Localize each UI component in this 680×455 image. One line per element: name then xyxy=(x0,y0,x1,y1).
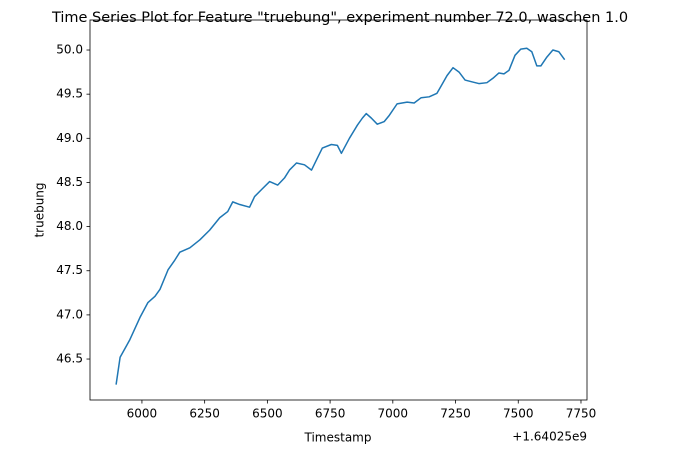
x-tick-label: 7500 xyxy=(503,407,534,421)
x-tick-label: 6000 xyxy=(127,407,158,421)
x-axis-label: Timestamp xyxy=(304,431,372,445)
x-tick-label: 7750 xyxy=(566,407,597,421)
y-axis-label: truebung xyxy=(33,182,47,237)
x-tick-label: 6250 xyxy=(189,407,220,421)
x-offset-label: +1.64025e9 xyxy=(512,430,587,444)
chart-title: Time Series Plot for Feature "truebung",… xyxy=(51,10,628,26)
y-tick-label: 47.5 xyxy=(56,263,83,277)
x-tick-label: 6750 xyxy=(315,407,346,421)
x-tick-label: 7000 xyxy=(378,407,409,421)
plot-frame xyxy=(89,19,588,401)
y-tick-label: 49.5 xyxy=(56,87,83,101)
x-tick-label: 7250 xyxy=(440,407,471,421)
x-tick-label: 6500 xyxy=(252,407,283,421)
y-tick-label: 46.5 xyxy=(56,352,83,366)
y-tick-label: 48.5 xyxy=(56,175,83,189)
series-line xyxy=(115,47,566,385)
y-tick-label: 48.0 xyxy=(56,219,83,233)
y-tick-label: 47.0 xyxy=(56,307,83,321)
y-tick-label: 50.0 xyxy=(56,43,83,57)
y-tick-label: 49.0 xyxy=(56,131,83,145)
